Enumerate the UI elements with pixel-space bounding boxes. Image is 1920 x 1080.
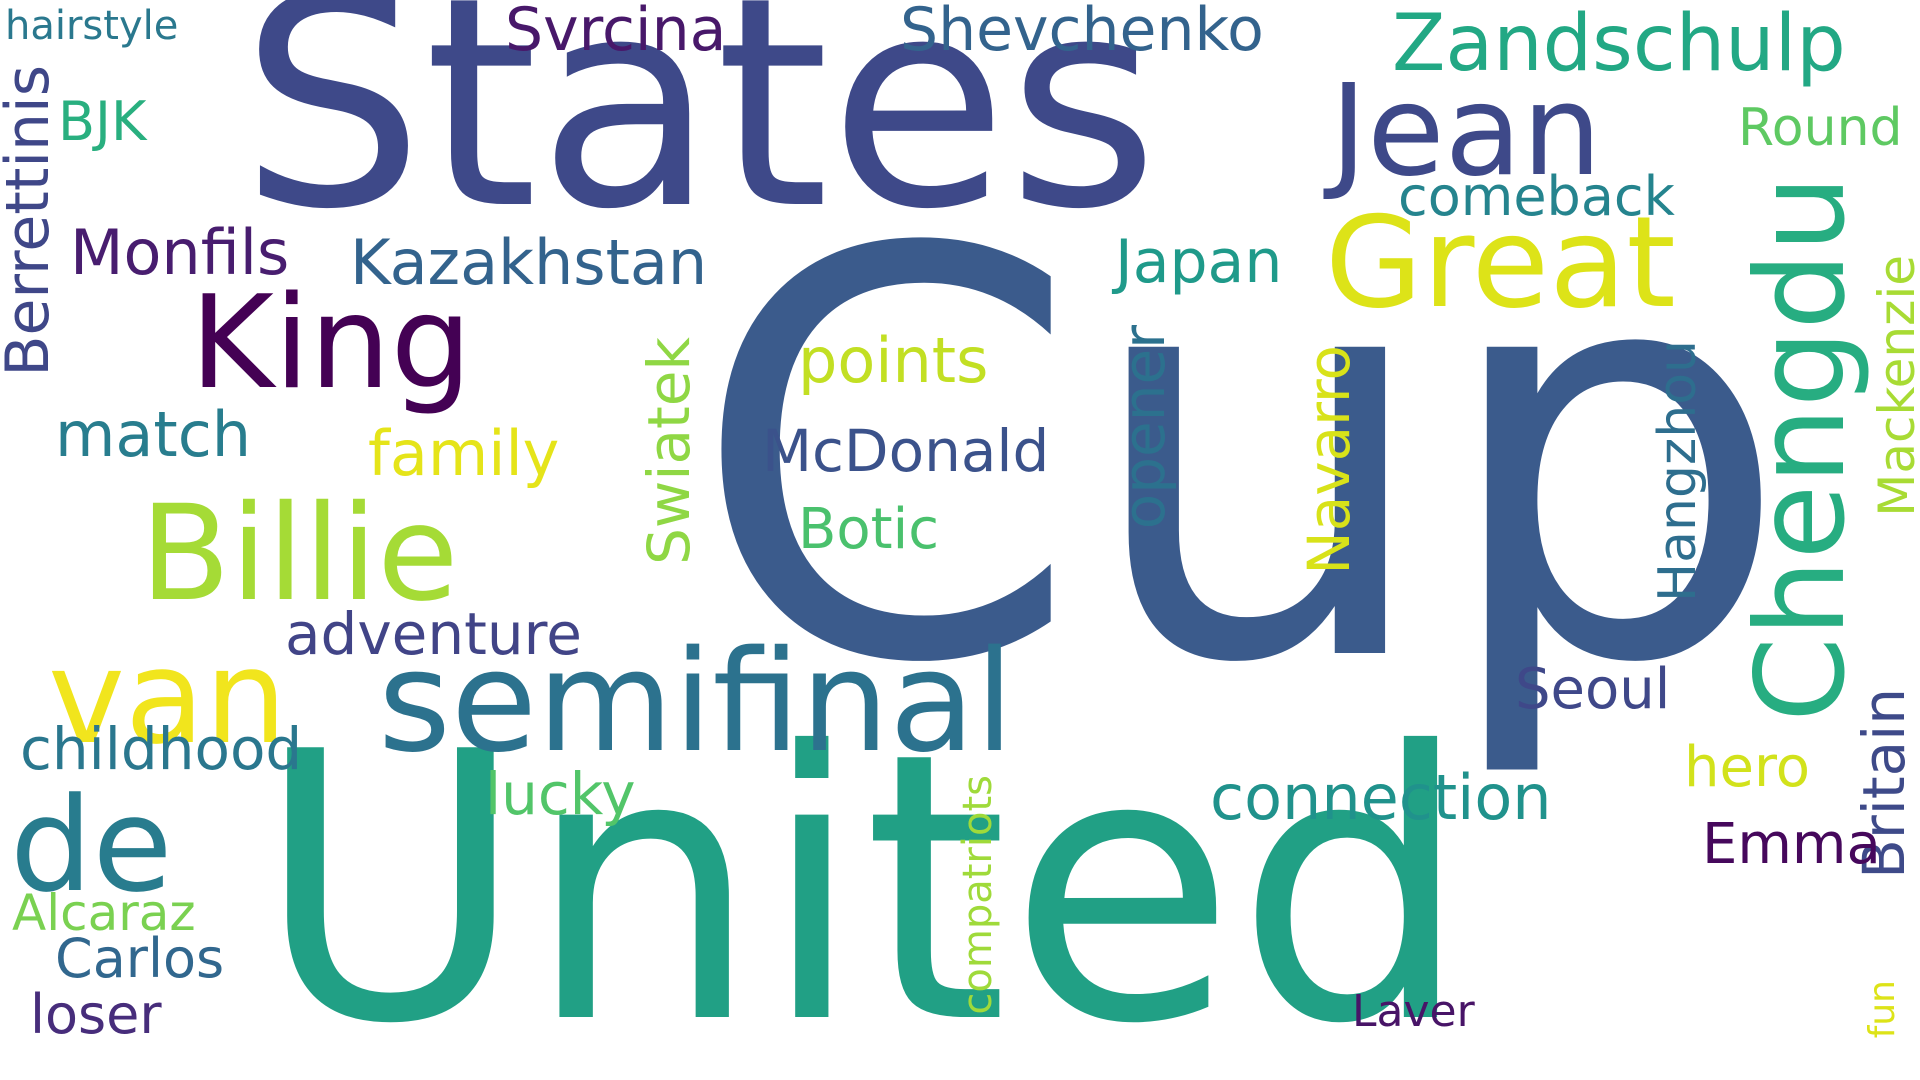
word-emma: Emma — [1702, 812, 1881, 877]
word-adventure: adventure — [285, 600, 582, 668]
word-points: points — [798, 324, 989, 397]
word-berrettinis: Berrettinis — [0, 65, 63, 377]
word-laver: Laver — [1352, 986, 1475, 1037]
word-mcdonald: McDonald — [762, 417, 1050, 485]
word-hairstyle: hairstyle — [5, 3, 179, 49]
word-zandschulp: Zandschulp — [1392, 0, 1846, 89]
word-king: King — [190, 269, 472, 418]
word-lucky: lucky — [485, 760, 636, 828]
word-bjk: BJK — [58, 90, 147, 153]
word-billie: Billie — [140, 477, 459, 631]
word-svrcina: Svrcina — [505, 0, 727, 65]
word-seoul: Seoul — [1515, 657, 1671, 722]
word-hangzhou: Hangzhou — [1648, 340, 1708, 602]
word-loser: loser — [30, 983, 162, 1046]
word-opener: opener — [1110, 325, 1178, 530]
word-childhood: childhood — [20, 715, 303, 783]
word-jean: Jean — [1330, 57, 1602, 204]
word-united: United — [255, 675, 1471, 1080]
word-fun: fun — [1862, 980, 1903, 1039]
word-mackenzie: Mackenzie — [1868, 255, 1920, 517]
word-semifinal: semifinal — [378, 621, 1014, 784]
word-navarro: Navarro — [1295, 345, 1363, 575]
word-states: States — [240, 0, 1159, 273]
word-hero: hero — [1684, 735, 1810, 800]
word-botic: Botic — [798, 497, 939, 562]
word-connection: connection — [1210, 761, 1552, 834]
word-chengdu: Chengdu — [1730, 175, 1872, 723]
word-swiatek: Swiatek — [635, 337, 703, 565]
word-cup: Cup — [690, 134, 1792, 786]
word-compatriots: compatriots — [955, 775, 1001, 1015]
word-de: de — [10, 769, 173, 921]
word-japan: Japan — [1115, 227, 1283, 297]
word-shevchenko: Shevchenko — [900, 0, 1264, 65]
word-match: match — [55, 398, 252, 471]
word-monfils: Monfils — [70, 216, 290, 289]
word-family: family — [368, 417, 560, 490]
word-great: Great — [1325, 189, 1676, 336]
word-comeback: comeback — [1398, 165, 1675, 228]
word-alcaraz: Alcaraz — [12, 884, 196, 942]
word-round: Round — [1738, 98, 1903, 158]
word-carlos: Carlos — [55, 927, 225, 990]
word-van: van — [48, 621, 287, 773]
word-kazakhstan: Kazakhstan — [350, 226, 708, 299]
